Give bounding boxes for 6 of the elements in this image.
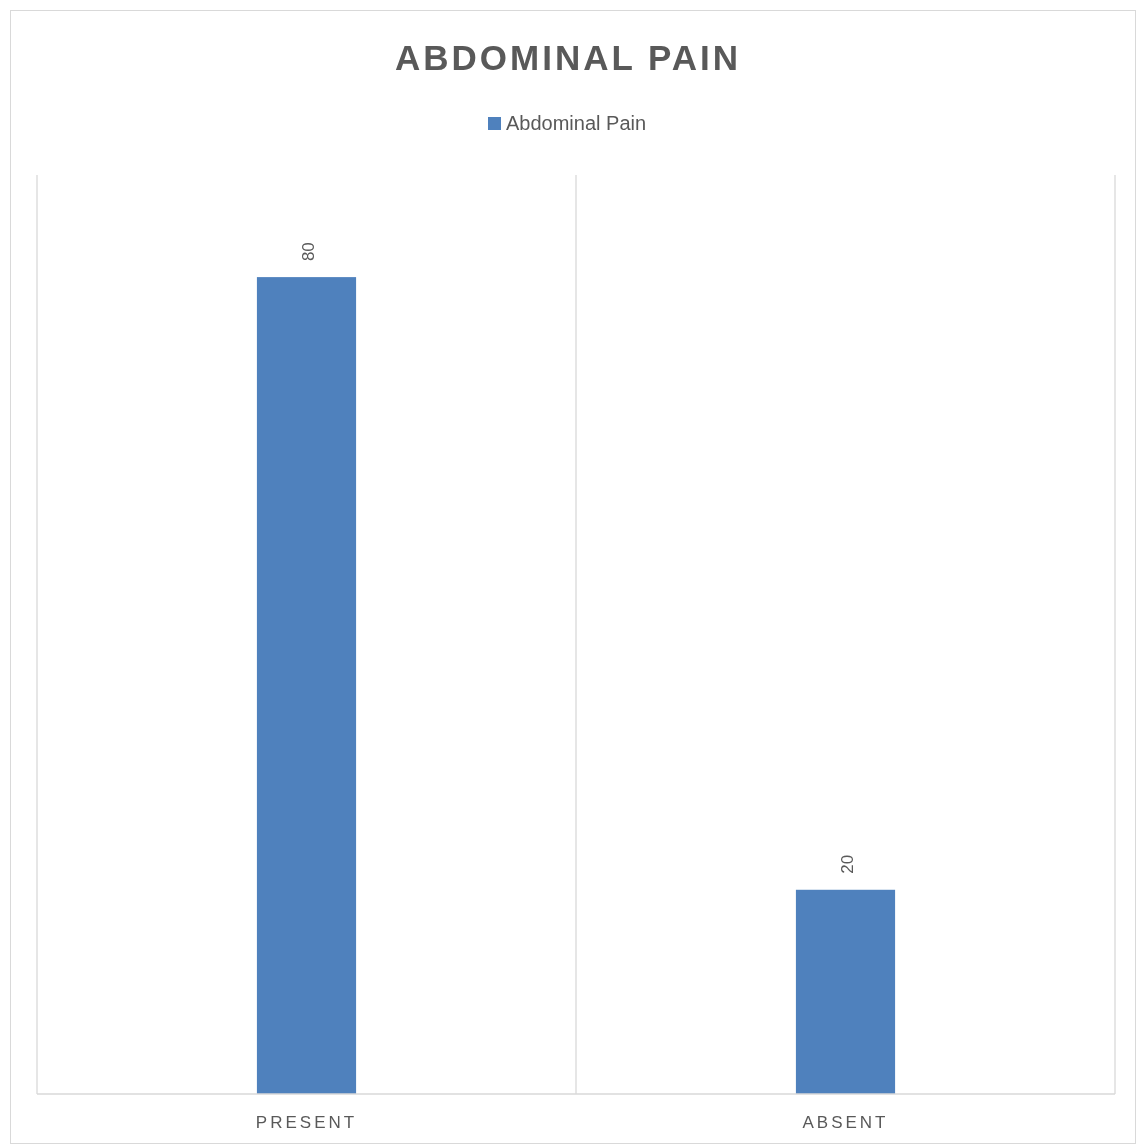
x-tick-label: ABSENT [802, 1113, 889, 1132]
data-label: 80 [298, 242, 318, 262]
chart-title: ABDOMINAL PAIN [395, 38, 741, 77]
legend-label: Abdominal Pain [506, 112, 647, 134]
x-tick-label: PRESENT [255, 1113, 358, 1132]
data-label: 20 [837, 854, 857, 874]
